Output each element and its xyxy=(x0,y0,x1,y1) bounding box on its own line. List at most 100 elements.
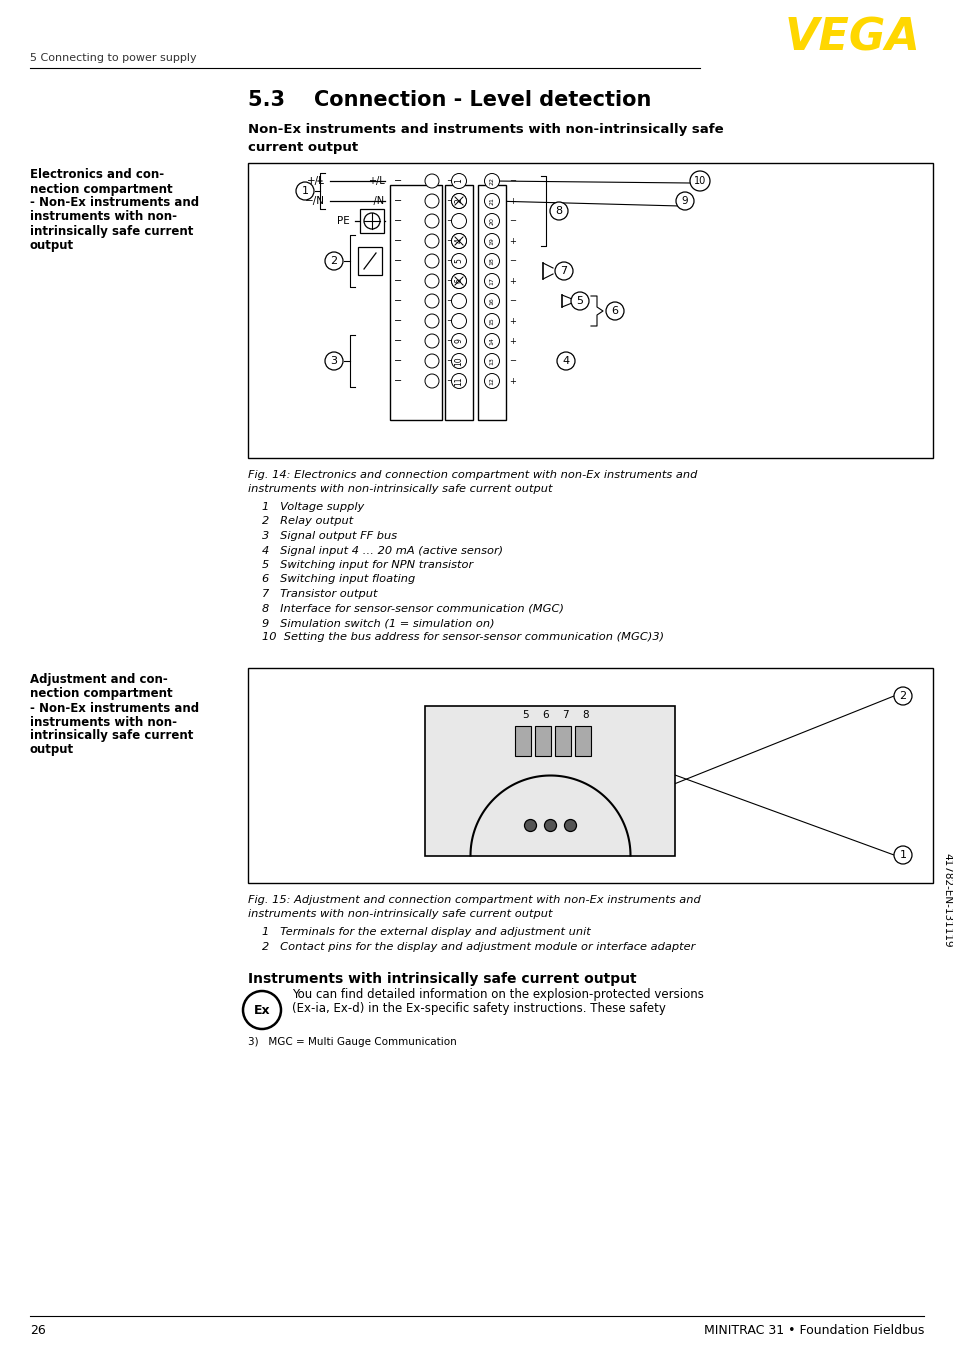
Text: −: − xyxy=(446,276,453,286)
Text: −: − xyxy=(446,376,453,386)
Circle shape xyxy=(451,233,466,249)
Text: 10: 10 xyxy=(693,176,705,185)
Text: 1: 1 xyxy=(899,850,905,860)
Text: +: + xyxy=(509,196,516,206)
Text: 7: 7 xyxy=(561,711,568,720)
Circle shape xyxy=(451,333,466,348)
Circle shape xyxy=(451,314,466,329)
Text: −: − xyxy=(394,297,402,306)
Circle shape xyxy=(484,214,499,229)
Circle shape xyxy=(451,173,466,188)
Text: 6: 6 xyxy=(541,711,548,720)
Circle shape xyxy=(524,819,536,831)
Text: −: − xyxy=(394,336,402,347)
Text: instruments with non-: instruments with non- xyxy=(30,715,177,728)
Circle shape xyxy=(424,234,438,248)
Text: 19: 19 xyxy=(489,237,494,245)
Text: Ex: Ex xyxy=(253,1003,270,1017)
Text: 26: 26 xyxy=(30,1323,46,1336)
Text: 41782-EN-131119: 41782-EN-131119 xyxy=(941,853,951,948)
Text: +: + xyxy=(509,337,516,345)
Text: −: − xyxy=(394,217,402,226)
Text: −: − xyxy=(446,196,453,206)
Circle shape xyxy=(484,173,499,188)
Circle shape xyxy=(893,686,911,705)
Text: 4: 4 xyxy=(562,356,569,366)
Circle shape xyxy=(689,171,709,191)
Text: 5: 5 xyxy=(521,711,528,720)
Bar xyxy=(248,668,932,883)
Text: 9: 9 xyxy=(681,196,688,206)
Circle shape xyxy=(484,314,499,329)
Text: −: − xyxy=(509,256,516,265)
Text: instruments with non-intrinsically safe current output: instruments with non-intrinsically safe … xyxy=(248,909,552,919)
Text: 15: 15 xyxy=(489,317,494,325)
Text: +: + xyxy=(509,237,516,245)
Text: Instruments with intrinsically safe current output: Instruments with intrinsically safe curr… xyxy=(248,972,636,986)
Bar xyxy=(575,726,591,756)
Text: current output: current output xyxy=(248,141,357,153)
Text: 1: 1 xyxy=(454,179,463,183)
Text: +: + xyxy=(509,376,516,386)
Circle shape xyxy=(484,374,499,389)
Circle shape xyxy=(451,194,466,209)
Text: 6: 6 xyxy=(454,279,463,283)
Circle shape xyxy=(676,192,693,210)
Bar xyxy=(425,705,675,856)
Text: MINITRAC 31 • Foundation Fieldbus: MINITRAC 31 • Foundation Fieldbus xyxy=(703,1323,923,1336)
Text: 22: 22 xyxy=(489,177,494,185)
Circle shape xyxy=(424,214,438,227)
Text: 9: 9 xyxy=(454,338,463,344)
Text: −: − xyxy=(446,337,453,345)
Circle shape xyxy=(893,846,911,864)
Text: −: − xyxy=(446,356,453,366)
Text: −: − xyxy=(394,356,402,366)
Text: Electronics and con-: Electronics and con- xyxy=(30,168,164,181)
Text: nection compartment: nection compartment xyxy=(30,183,172,195)
Text: -/N: -/N xyxy=(371,196,385,206)
Bar xyxy=(390,185,441,420)
Text: 5: 5 xyxy=(576,297,583,306)
Circle shape xyxy=(451,253,466,268)
Text: 7: 7 xyxy=(559,265,567,276)
Text: 5.3    Connection - Level detection: 5.3 Connection - Level detection xyxy=(248,89,651,110)
Text: 6   Switching input floating: 6 Switching input floating xyxy=(262,574,415,585)
Text: −: − xyxy=(446,237,453,245)
Circle shape xyxy=(243,991,281,1029)
Text: (Ex-ia, Ex-d) in the Ex-specific safety instructions. These safety: (Ex-ia, Ex-d) in the Ex-specific safety … xyxy=(292,1002,665,1016)
Text: 5   Switching input for NPN transistor: 5 Switching input for NPN transistor xyxy=(262,561,473,570)
Text: 2: 2 xyxy=(330,256,337,265)
Text: +/L: +/L xyxy=(307,176,325,185)
Text: nection compartment: nection compartment xyxy=(30,688,172,700)
Text: 3   Signal output FF bus: 3 Signal output FF bus xyxy=(262,531,396,542)
Circle shape xyxy=(484,253,499,268)
Text: output: output xyxy=(30,743,74,757)
Text: −: − xyxy=(446,297,453,306)
Circle shape xyxy=(424,255,438,268)
Circle shape xyxy=(550,202,567,219)
Text: −: − xyxy=(446,217,453,226)
Circle shape xyxy=(325,252,343,269)
Circle shape xyxy=(564,819,576,831)
Circle shape xyxy=(451,194,466,209)
Circle shape xyxy=(424,294,438,307)
Text: 8: 8 xyxy=(581,711,588,720)
Circle shape xyxy=(605,302,623,320)
Text: VEGA: VEGA xyxy=(783,16,919,60)
Text: instruments with non-intrinsically safe current output: instruments with non-intrinsically safe … xyxy=(248,483,552,494)
Circle shape xyxy=(451,274,466,288)
Circle shape xyxy=(325,352,343,370)
Circle shape xyxy=(571,292,588,310)
Bar xyxy=(357,246,381,275)
Text: Adjustment and con-: Adjustment and con- xyxy=(30,673,168,686)
Text: +: + xyxy=(509,276,516,286)
Text: 1   Voltage supply: 1 Voltage supply xyxy=(262,502,364,512)
Text: 4   Signal input 4 … 20 mA (active sensor): 4 Signal input 4 … 20 mA (active sensor) xyxy=(262,546,502,555)
Text: 10: 10 xyxy=(454,356,463,366)
Text: 13: 13 xyxy=(489,357,494,366)
Circle shape xyxy=(484,233,499,249)
Circle shape xyxy=(295,181,314,200)
Text: 1   Terminals for the external display and adjustment unit: 1 Terminals for the external display and… xyxy=(262,927,590,937)
Text: 5: 5 xyxy=(454,259,463,264)
Text: 6: 6 xyxy=(611,306,618,315)
